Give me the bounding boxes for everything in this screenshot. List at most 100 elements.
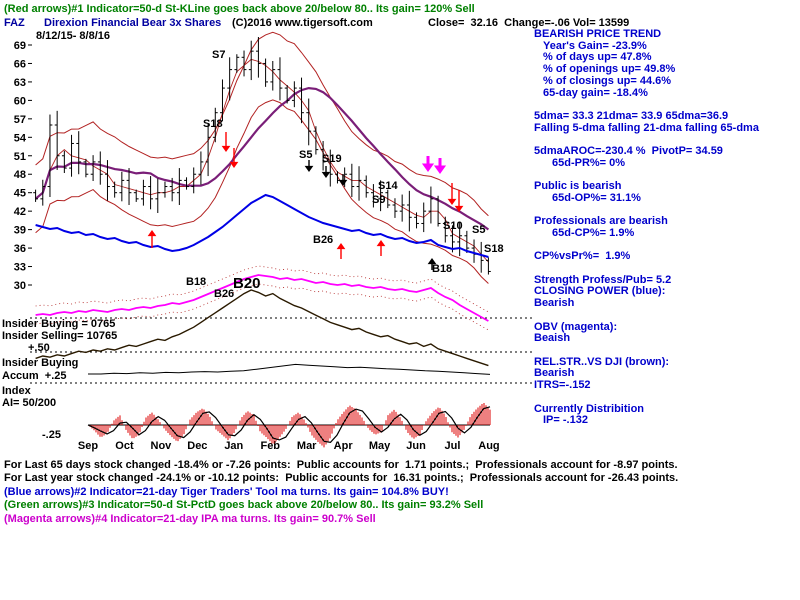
y-axis-label: 66 <box>14 58 26 70</box>
x-axis-label: Jan <box>224 440 243 452</box>
chart-graphic <box>35 99 489 284</box>
ticker-symbol: FAZ <box>4 17 25 29</box>
signal-label: S14 <box>378 180 398 192</box>
signal-arrow <box>338 179 348 186</box>
stats-line: Year's Gain= -23.9% <box>543 39 647 52</box>
y-axis-label: 57 <box>14 114 26 126</box>
footer-line: For Last year stock changed -24.1% or -1… <box>4 472 679 485</box>
signal-label: S19 <box>322 153 342 165</box>
stats-panel: BEARISH PRICE TREND Year's Gain= -23.9% % … <box>534 28 798 427</box>
stats-line: 5dmaAROC=-230.4 % PivotP= 34.59 <box>534 145 723 158</box>
stats-line: Currently Distribition <box>534 402 645 415</box>
stats-line: 65d-CP%= 1.9% <box>552 226 635 239</box>
x-axis-label: Jun <box>406 440 426 452</box>
signal-label: S9 <box>372 194 385 206</box>
signal-label: S5 <box>299 149 312 161</box>
stats-line: Professionals are bearish <box>534 215 668 228</box>
chart-graphic <box>35 289 489 367</box>
y-axis-label: 33 <box>14 262 26 274</box>
x-axis-label: Apr <box>334 440 354 452</box>
stats-line: REL.STR..VS DJI (brown): <box>534 355 670 368</box>
footer-line: (Green arrows)#3 Indicator=50-d St-PctD … <box>4 499 484 512</box>
stats-line: 65d-PR%= 0% <box>552 156 626 169</box>
accum-label-1: Insider Buying <box>2 357 79 369</box>
signal-arrow <box>229 161 239 168</box>
signal-arrow <box>376 240 386 247</box>
index-label-1: Index <box>2 385 31 397</box>
signal-label: S18 <box>203 118 223 130</box>
signal-arrow <box>447 198 457 205</box>
stats-line <box>534 392 798 404</box>
signal-label: B26 <box>313 234 333 246</box>
y-axis-label: 48 <box>14 169 26 181</box>
stats-line <box>534 263 798 275</box>
stats-line: 65d-OP%= 31.1% <box>552 191 641 204</box>
chart-graphic <box>35 274 489 322</box>
x-axis-label: Dec <box>187 440 207 452</box>
x-axis-label: Feb <box>260 440 280 452</box>
footer-line: For Last 65 days stock changed -18.4% or… <box>4 459 678 471</box>
y-axis-label: 54 <box>14 132 27 144</box>
stats-line <box>534 310 798 322</box>
insider-selling-label: Insider Selling= 10765 <box>2 330 118 342</box>
stats-line: Public is bearish <box>534 180 622 193</box>
stats-line: Strength Profess/Pub= 5.2 <box>534 273 672 286</box>
signal-label: S5 <box>472 224 485 236</box>
signal-label: B26 <box>214 288 234 300</box>
chart-graphic <box>87 406 491 443</box>
date-range: 8/12/15- 8/8/16 <box>36 30 111 42</box>
footer-line: (Blue arrows)#2 Indicator=21-day Tiger T… <box>4 485 449 498</box>
y-axis-label: 30 <box>14 280 26 292</box>
signal-arrow <box>336 243 346 250</box>
signal-arrow <box>304 165 314 172</box>
signal-label: S10 <box>443 220 463 232</box>
y-axis-label: 36 <box>14 243 26 255</box>
footer-notes: For Last 65 days stock changed -18.4% or… <box>4 459 678 526</box>
footer-line: (Magenta arrows)#4 Indicator=21-day IPA … <box>4 512 376 525</box>
signal-arrow <box>427 258 437 265</box>
x-axis-label: Jul <box>445 440 461 452</box>
y-axis-label: 42 <box>14 206 26 218</box>
stats-line: Falling 5-dma falling 21-dma falling 65-… <box>534 121 759 134</box>
x-axis-label: Aug <box>478 440 499 452</box>
chart-graphic <box>35 31 489 217</box>
accum-label-2: Accum +.25 <box>2 370 67 382</box>
signal-arrow <box>221 145 231 152</box>
signal-label: S7 <box>212 49 225 61</box>
chart-graphic <box>35 265 489 313</box>
stats-line: 5dma= 33.3 21dma= 33.9 65dma=36.9 <box>534 109 729 122</box>
stats-line: Beaish <box>534 332 571 345</box>
index-label-2: AI= 50/200 <box>2 397 57 409</box>
chart-graphic <box>35 283 489 331</box>
signal-arrow <box>421 163 435 172</box>
stats-line: 65-day gain= -18.4% <box>543 86 648 99</box>
stats-line: Bearish <box>534 367 575 380</box>
stats-line: % of closings up= 44.6% <box>543 74 672 87</box>
x-axis-label: Oct <box>115 440 134 452</box>
stats-line: CP%vsPr%= 1.9% <box>534 250 631 263</box>
stats-line: Bearish <box>534 297 575 310</box>
insider-buying-label: Insider Buying = 0765 <box>2 318 116 330</box>
x-axis-label: Mar <box>297 440 317 452</box>
stats-line: OBV (magenta): <box>534 320 618 333</box>
stats-line: IP= -.132 <box>543 414 588 427</box>
y-axis-label: 39 <box>14 225 26 237</box>
signal-arrow <box>433 165 447 174</box>
stats-line: CLOSING POWER (blue): <box>534 285 666 298</box>
chart-graphic <box>34 86 490 231</box>
y-axis-label: 60 <box>14 95 26 107</box>
signal-label: B18 <box>432 263 452 275</box>
stats-line <box>534 345 798 357</box>
y-axis-label: 63 <box>14 77 26 89</box>
scale-minus25-label: -.25 <box>42 429 61 441</box>
indicator-1-header: (Red arrows)#1 Indicator=50-d St-KLine g… <box>4 3 475 15</box>
scale-plus50-label: +.50 <box>28 342 50 354</box>
signal-arrow <box>147 230 157 237</box>
quote-summary: Close= 32.16 Change=-.06 Vol= 13599 <box>428 17 630 29</box>
x-axis-label: Sep <box>78 440 98 452</box>
signal-label: S18 <box>484 243 504 255</box>
stats-line: BEARISH PRICE TREND <box>534 28 662 40</box>
signal-label: B18 <box>186 276 206 288</box>
